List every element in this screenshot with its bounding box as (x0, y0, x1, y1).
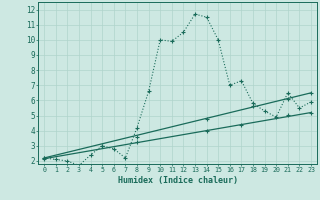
X-axis label: Humidex (Indice chaleur): Humidex (Indice chaleur) (118, 176, 238, 185)
